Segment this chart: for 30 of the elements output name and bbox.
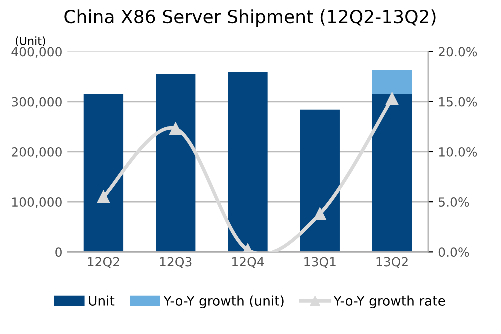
legend-label: Unit bbox=[89, 296, 115, 306]
y-tick-label: 300,000 bbox=[12, 97, 62, 108]
bar bbox=[372, 70, 412, 94]
y-axis-title: (Unit) bbox=[16, 36, 46, 47]
bar bbox=[228, 72, 268, 252]
bar bbox=[300, 110, 340, 252]
legend-label: Y-o-Y growth rate bbox=[334, 296, 446, 309]
x-tick-label: 12Q4 bbox=[232, 257, 264, 268]
y2-tick-label: 5.0% bbox=[439, 198, 470, 207]
x-tick-label: 12Q3 bbox=[160, 257, 192, 268]
x-tick-label: 13Q1 bbox=[304, 257, 336, 268]
point bbox=[97, 190, 110, 204]
x-tick-label: 13Q2 bbox=[376, 257, 408, 268]
y2-tick-label: 0.0% bbox=[438, 248, 470, 258]
legend-label: Y-o-Y growth (unit) bbox=[164, 296, 284, 309]
bar bbox=[84, 94, 124, 252]
bar bbox=[156, 74, 196, 252]
point bbox=[314, 208, 326, 220]
y-tick-label: 400,000 bbox=[12, 47, 62, 58]
y-tick-label: 200,000 bbox=[12, 147, 62, 158]
bar bbox=[372, 94, 412, 252]
y2-tick-label: 10.0% bbox=[439, 147, 478, 157]
y-tick-label: 0 bbox=[56, 248, 62, 258]
point bbox=[170, 122, 182, 136]
y2-tick-label: 15.0% bbox=[439, 97, 478, 107]
y-tick-label: 100,000 bbox=[12, 198, 62, 208]
x-tick-label: 12Q2 bbox=[88, 257, 120, 268]
y2-tick-label: 20.0% bbox=[438, 47, 478, 57]
chart-title: China X86 Server Shipment (12Q2-13Q2) bbox=[64, 10, 436, 28]
point bbox=[386, 92, 399, 106]
